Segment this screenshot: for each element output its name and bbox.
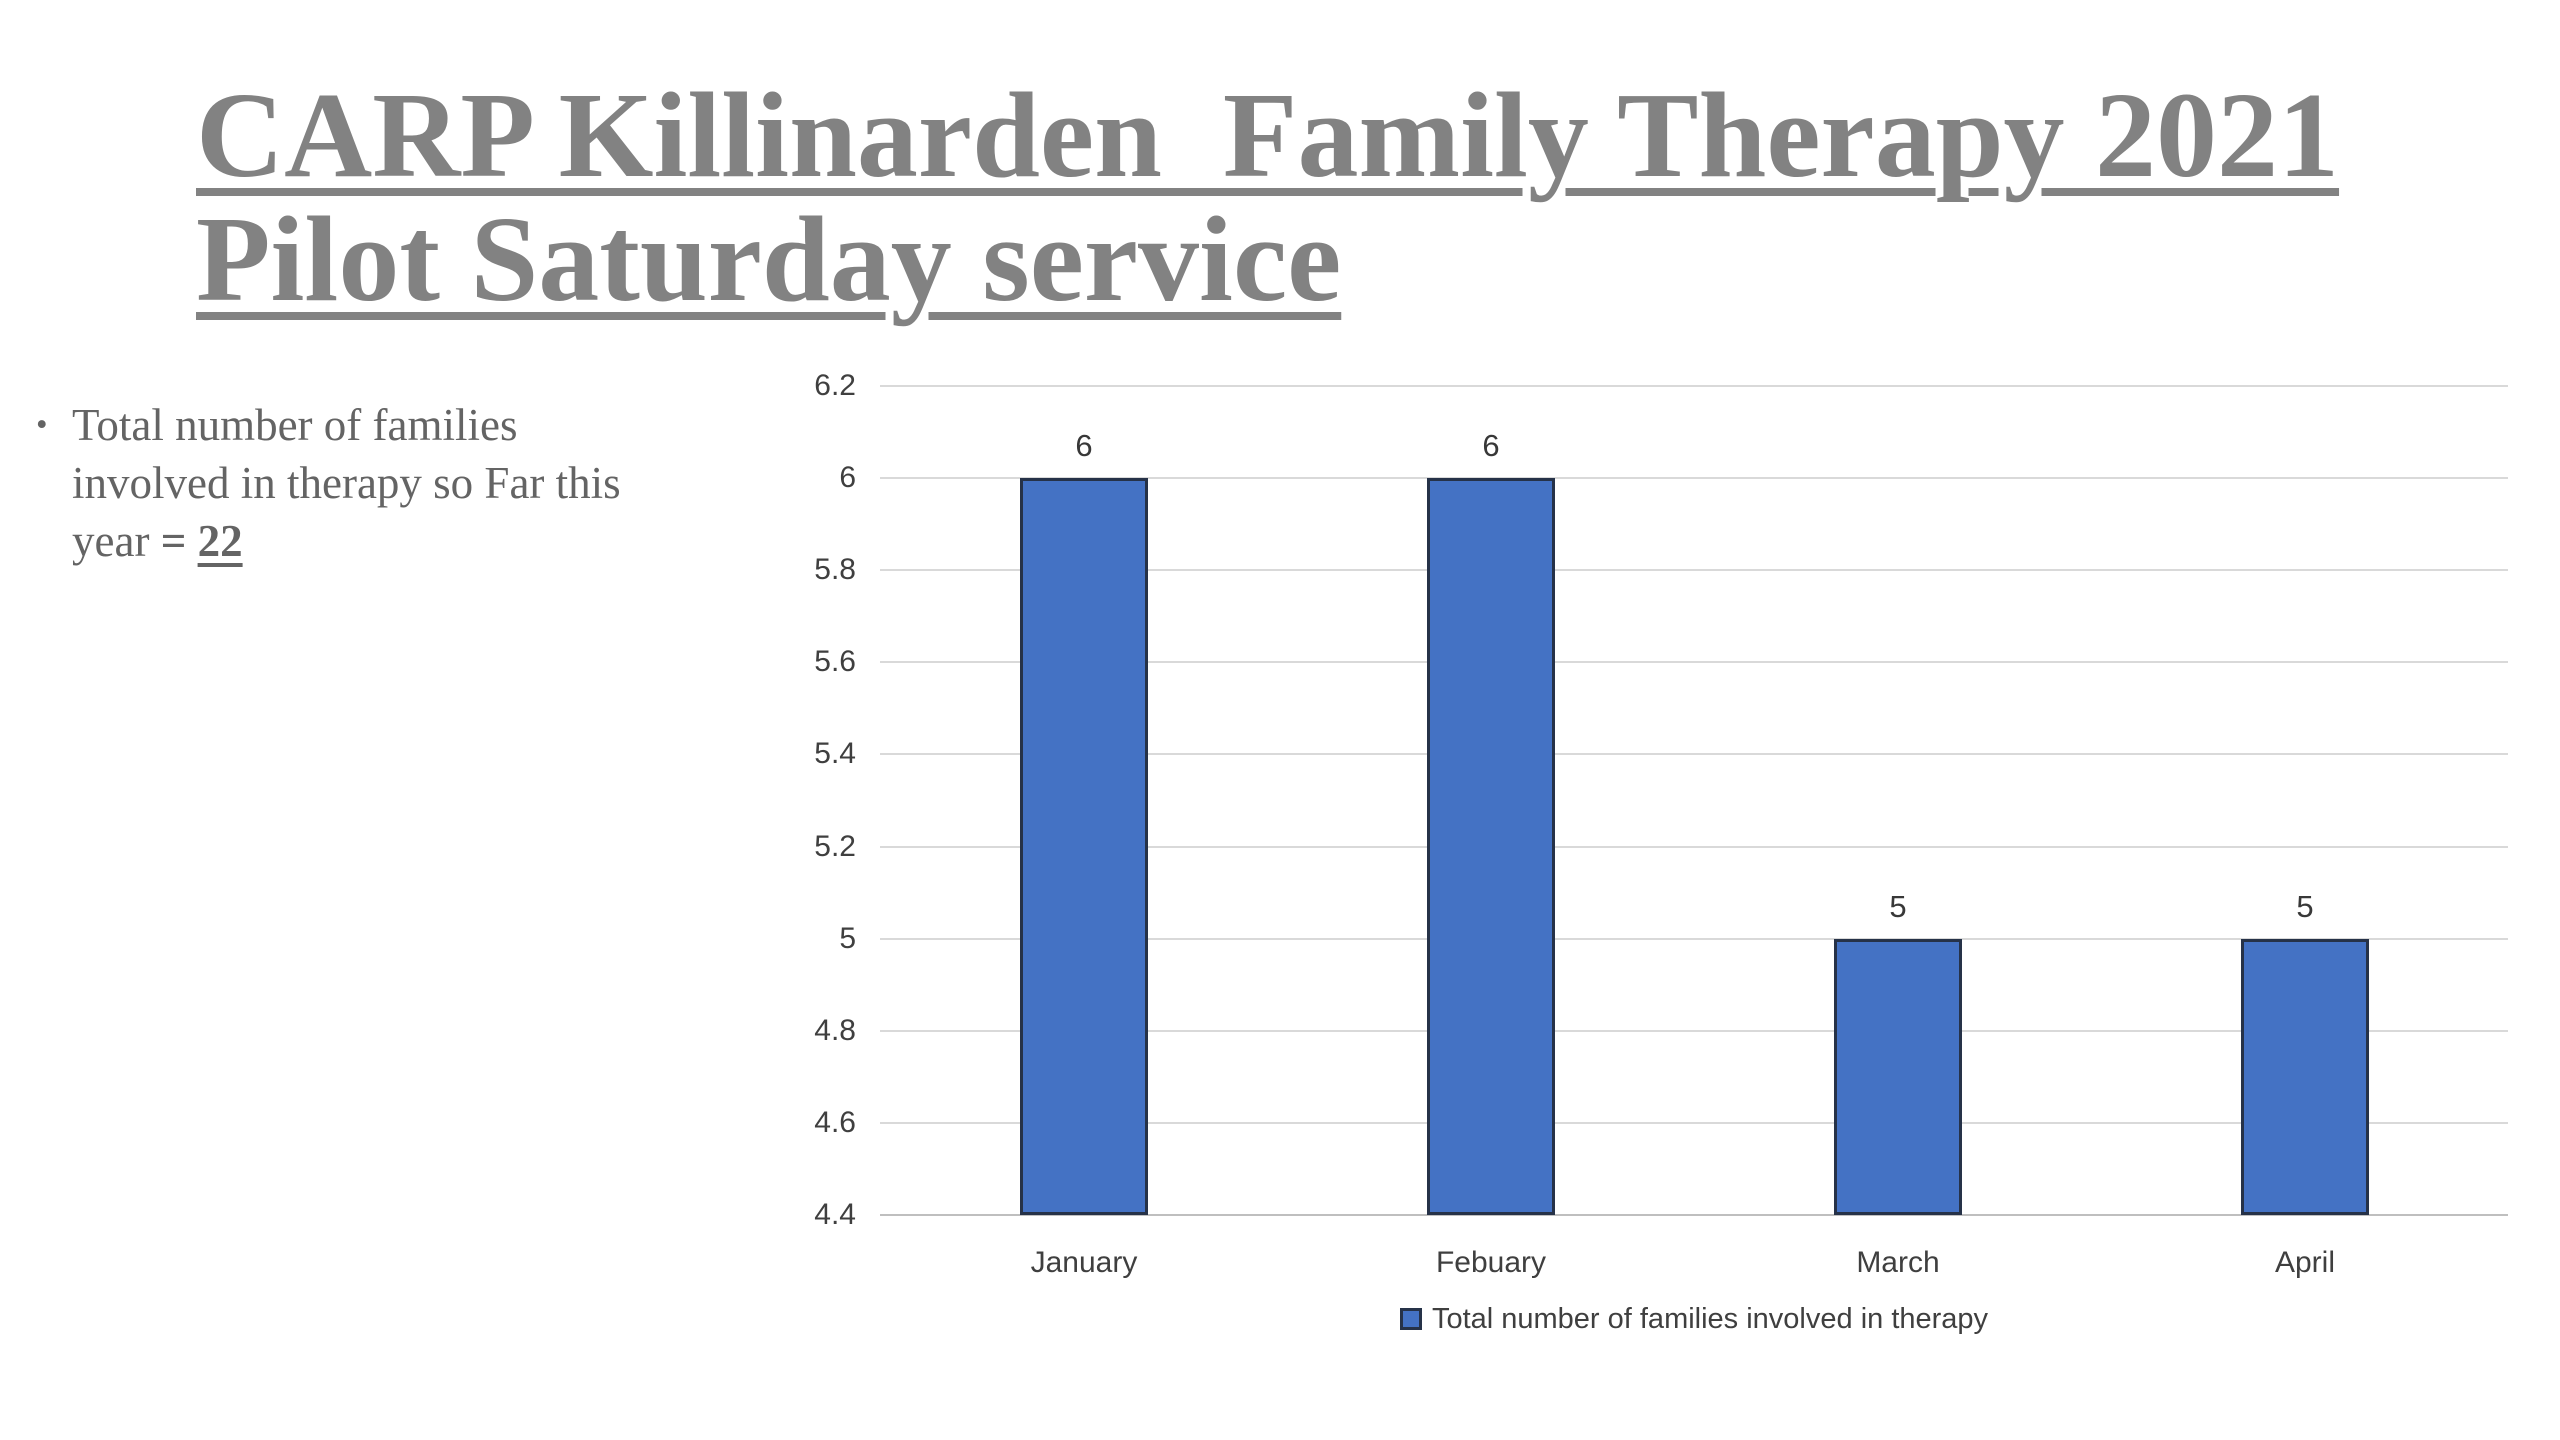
gridline [880,385,2508,387]
gridline [880,661,2508,663]
y-axis-tick-label: 4.4 [814,1198,856,1231]
bar [1834,939,1962,1215]
slide-title-line-1: CARP Killinarden Family Therapy 2021 [196,68,2340,203]
x-category-label: March [1856,1246,1940,1279]
bar-value-label: 5 [1889,889,1907,924]
x-category-label: January [1030,1246,1138,1279]
bullet-text-line-1: Total number of families [72,400,518,450]
gridline [880,1030,2508,1032]
gridline [880,938,2508,940]
y-axis-tick-label: 5.2 [814,830,856,863]
gridline [880,1214,2508,1216]
y-axis-tick-label: 5.8 [814,553,856,586]
bullet-text: Total number of families involved in the… [72,396,621,570]
slide-title-line-2: Pilot Saturday service [196,192,1342,327]
y-axis-tick-label: 5.6 [814,645,856,678]
slide-title: CARP Killinarden Family Therapy 2021 Pil… [196,74,2456,322]
x-category-label: April [2274,1246,2335,1279]
gridline [880,569,2508,571]
bullet-total-value: 22 [197,516,243,566]
gridline [880,846,2508,848]
bar-value-label: 6 [1482,428,1500,463]
gridline [880,477,2508,479]
bullet-equals-sign: = [160,516,198,566]
bar [2241,939,2369,1215]
legend-series-label: Total number of families involved in the… [1431,1302,1989,1335]
y-axis-tick-label: 4.6 [814,1106,856,1139]
bullet-item: • Total number of families involved in t… [36,396,621,570]
chart-legend: Total number of families involved in the… [880,1296,2508,1342]
bar-value-label: 5 [2296,889,2314,924]
y-axis-tick-label: 5.4 [814,737,856,770]
y-axis-tick-label: 5 [839,922,856,955]
gridline [880,1122,2508,1124]
y-axis-tick-label: 6.2 [814,369,856,402]
bullet-text-line-2: involved in therapy so Far this [72,458,621,508]
gridline [880,753,2508,755]
bar [1427,478,1555,1215]
y-axis-tick-label: 4.8 [814,1014,856,1047]
x-category-label: Febuary [1435,1246,1547,1279]
legend-series-marker [1399,1308,1422,1330]
bullet-marker: • [36,407,48,443]
y-axis-tick-label: 6 [839,461,856,494]
bar [1020,478,1148,1215]
bar-value-label: 6 [1075,428,1093,463]
bullet-text-line-3: year = 22 [72,512,621,570]
bullet-line3-prefix: year [72,516,161,566]
